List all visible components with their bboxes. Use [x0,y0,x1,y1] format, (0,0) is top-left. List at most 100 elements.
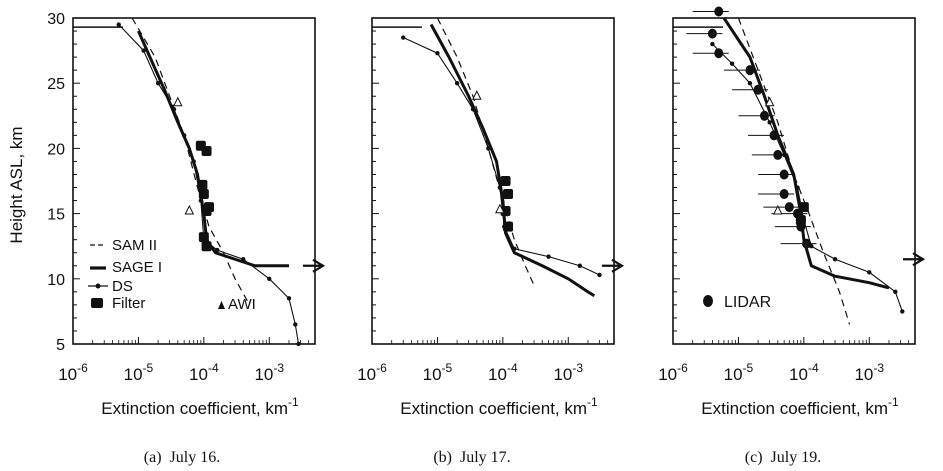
y-tick-label: 15 [47,207,65,224]
series-ds-point [191,159,196,164]
legend-lidar-swatch [703,295,713,307]
series-filter-point [798,202,809,213]
x-tick-label: 10-6 [357,361,387,384]
series-ds-point [729,61,735,66]
series-awi-point [472,90,482,100]
series-ds-point [286,296,292,301]
x-axis-label: Extinction coefficient, km-1 [701,395,899,418]
legend-filter-swatch [91,298,103,308]
x-tick-label: 10-5 [124,361,154,384]
plot-frame [72,17,316,345]
series-ds-point [215,247,220,253]
series-ds-point [296,341,301,347]
series-ds-point [155,81,161,86]
x-tick-label: 10-6 [658,361,688,384]
series-awi-point [184,204,195,215]
series-ds-point [198,198,204,203]
y-tick-label: 25 [47,76,65,93]
arrow-icon [303,258,326,273]
series-ds-point [893,289,898,295]
series-ds-point [470,107,476,112]
series-ds-point [900,309,905,314]
series-filter-point [204,202,215,213]
series-ds-point [435,51,440,56]
series-filter-point [503,189,514,200]
series-filter-point [503,221,514,232]
series-ds-point [577,263,582,268]
series-ds-point [116,22,121,27]
x-tick-label: 10-5 [724,361,754,384]
series-filter-point [500,176,511,186]
caption-a: (a) July 16. [144,449,220,466]
series-ds-point [497,185,503,190]
series-ds-point [486,146,491,151]
series-ds-point [181,133,187,138]
series-filter-point [201,241,212,252]
x-tick-label: 10-6 [58,361,88,384]
legend-awi-swatch [218,301,225,309]
legend-sage1-label: SAGE I [112,259,162,276]
arrow-icon [602,258,625,273]
x-tick-label: 10-5 [423,361,453,384]
legend-ds-label: DS [112,278,133,295]
series-ds-line [402,37,600,276]
legend-awi-label: AWI [228,296,256,313]
series-filter-point [197,179,208,190]
series-ds-point [171,107,177,112]
x-tick-label: 10-3 [254,361,284,384]
panel-a: 5 10 15 20 25 30 10-6 10-5 10-4 10-3 Extinction co… [47,11,326,418]
series-sage-i-line [429,23,596,298]
series-ds-point [867,270,872,275]
y-tick-label: 5 [56,337,65,354]
series-ds-point [454,81,460,86]
x-tick-label: 10-3 [553,361,583,384]
series-ds-point [241,257,246,262]
series-ds-point [293,322,298,327]
series-ds-point [767,120,772,125]
y-tick-label: 10 [47,272,65,289]
series-filter-point [198,232,209,243]
legend-sam2-label: SAM II [112,237,157,254]
series-sage-i-line [137,30,289,268]
series-sam-ii-line [436,17,535,286]
legend-lidar-label: LIDAR [724,294,771,311]
series-ds-line [118,24,300,345]
x-axis-label: Extinction coefficient, km-1 [400,395,598,418]
series-awi-point [773,204,783,215]
series-ds-point [401,35,406,40]
series-filter-point [500,205,511,216]
caption-c: (c) July 19. [745,449,821,466]
plot-frame [371,17,615,345]
panel-b: 10-6 10-5 10-4 10-3 Extinction coefficient, … [357,17,625,418]
series-sam-ii-line [737,17,851,325]
series-awi-point [173,96,183,107]
series-awi-point [495,203,505,214]
series-ds-point [747,81,753,86]
series-ds-point [267,276,272,281]
y-tick-label: 30 [47,11,65,28]
caption-b: (b) July 17. [433,449,510,466]
series-ds-point [141,48,146,53]
lidar-legend: LIDAR [703,294,771,311]
series-ds-point [795,185,800,190]
x-tick-label: 10-4 [189,361,219,384]
series-ds-point [546,254,551,259]
panel-c: 10-6 10-5 10-4 10-3 Extinction coefficient, … [658,6,926,418]
legend: SAM II SAGE I DS Filter AWI [88,237,256,313]
y-axis-label: Height ASL, km [7,126,26,243]
series-ds-point [512,246,517,252]
legend-ds-marker [95,283,101,289]
panels-layer: 5 10 15 20 25 30 10-6 10-5 10-4 10-3 Extinction co… [47,6,926,418]
series-filter-point [795,215,806,226]
series-filter-point [201,146,212,157]
series-ds-point [710,41,715,47]
x-tick-label: 10-4 [488,361,518,384]
x-tick-label: 10-4 [789,361,819,384]
y-tick-label: 20 [47,141,65,158]
series-ds-line [712,43,903,312]
arrow-icon [903,252,926,267]
series-filter-point [198,189,209,200]
x-axis-label: Extinction coefficient, km-1 [101,395,299,418]
series-ds-point [597,272,602,278]
